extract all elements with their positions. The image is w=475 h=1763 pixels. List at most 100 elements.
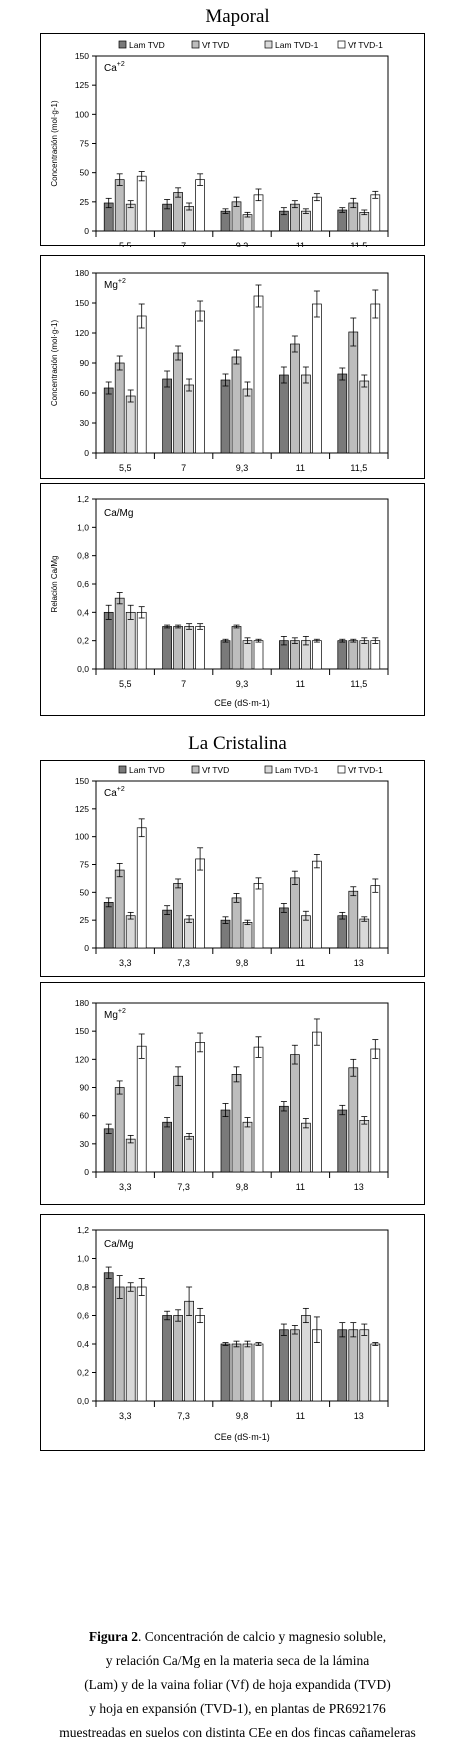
- x-tick-label: 7,3: [177, 1182, 190, 1192]
- legend-label: Vf TVD: [202, 40, 229, 50]
- bar-lam-tvd: [103, 611, 114, 670]
- y-tick-label: 0: [84, 1167, 89, 1177]
- y-tick-label: 25: [80, 915, 90, 925]
- bar-lam-tvd-1: [301, 1315, 311, 1402]
- bar-vf-tvd: [173, 626, 183, 670]
- y-tick-label: 60: [80, 388, 90, 398]
- bar-lam-tvd: [103, 1128, 114, 1173]
- legend-swatch: [264, 40, 273, 49]
- y-tick-label: 150: [75, 51, 89, 61]
- x-axis-label: CEe (dS·m-1): [214, 1432, 270, 1442]
- x-tick-label: 9,3: [236, 463, 249, 473]
- y-tick-label: 0,8: [77, 551, 89, 561]
- y-tick-label: 75: [80, 860, 90, 870]
- bar-lam-tvd: [279, 1105, 289, 1173]
- x-tick-label: 11: [296, 1411, 305, 1421]
- bar-lam-tvd-1: [184, 918, 194, 949]
- chart-panel-cristalina-ca: 0 25 50 75 100 125 150 3,3 7,3 9,8 11 13 Ca+2 Lam TVD…: [40, 760, 425, 977]
- y-axis-label: Relación Ca/Mg: [50, 556, 59, 613]
- bar-lam-tvd-1: [125, 1138, 136, 1173]
- bar-vf-tvd: [114, 1286, 125, 1402]
- bar-lam-tvd-1: [359, 640, 370, 670]
- x-tick-label: 11,5: [350, 679, 367, 689]
- chart-svg: 0,0 0,2 0,4 0,6 0,8 1,0 1,2 3,3 7,3 9,8 11 13 Ca/Mg C…: [77, 1225, 389, 1442]
- chart-svg: 0 25 50 75 100 125 150 5,5 7 9,3 11 11,5 Ca+2 Concent…: [50, 40, 389, 247]
- y-tick-label: 100: [75, 832, 89, 842]
- bar-lam-tvd: [337, 915, 348, 949]
- bar-vf-tvd: [114, 597, 125, 670]
- y-tick-label: 150: [75, 776, 89, 786]
- bar-vf-tvd-1: [370, 1048, 381, 1173]
- y-tick-label: 120: [75, 1054, 89, 1064]
- bar-lam-tvd-1: [184, 626, 194, 670]
- bar-vf-tvd: [290, 343, 300, 454]
- bar-lam-tvd-1: [359, 211, 370, 232]
- y-tick-label: 0,0: [77, 664, 89, 674]
- bar-lam-tvd-1: [184, 384, 194, 454]
- y-tick-label: 90: [80, 1083, 90, 1093]
- legend-label: Vf TVD-1: [348, 765, 383, 775]
- chart-panel-cristalina-camg: 0,0 0,2 0,4 0,6 0,8 1,0 1,2 3,3 7,3 9,8 11 13 Ca/Mg C…: [40, 1214, 425, 1451]
- bar-vf-tvd: [348, 331, 359, 454]
- bar-vf-tvd-1: [136, 315, 147, 454]
- x-tick-label: 9,8: [236, 1182, 249, 1192]
- chart-panel-maporal-ca: 0 25 50 75 100 125 150 5,5 7 9,3 11 11,5 Ca+2 Concent…: [40, 33, 425, 247]
- x-tick-label: 3,3: [119, 1411, 132, 1421]
- bar-vf-tvd-1: [195, 1315, 205, 1402]
- x-tick-label: 3,3: [119, 958, 132, 968]
- bar-vf-tvd: [348, 1329, 359, 1402]
- x-axis-label: CEe (dS·m-1): [214, 698, 270, 708]
- y-tick-label: 30: [80, 418, 90, 428]
- y-tick-label: 1,2: [77, 494, 89, 504]
- bar-lam-tvd-1: [301, 374, 311, 454]
- bar-vf-tvd: [173, 883, 183, 949]
- bar-lam-tvd: [162, 626, 172, 670]
- bar-vf-tvd-1: [195, 626, 205, 670]
- legend-label: Vf TVD: [202, 765, 229, 775]
- bar-vf-tvd-1: [253, 1046, 264, 1173]
- bar-lam-tvd: [220, 1109, 231, 1173]
- bar-lam-tvd: [220, 210, 231, 232]
- x-tick-label: 13: [354, 1411, 364, 1421]
- x-tick-label: 9,3: [236, 241, 249, 247]
- bar-lam-tvd-1: [184, 1300, 194, 1402]
- legend-swatch: [337, 765, 346, 774]
- bar-vf-tvd: [231, 356, 242, 454]
- x-tick-label: 11: [296, 463, 305, 473]
- bar-lam-tvd: [337, 640, 348, 670]
- chart-svg: 0 25 50 75 100 125 150 3,3 7,3 9,8 11 13 Ca+2 Lam TVD…: [75, 765, 389, 968]
- bar-lam-tvd-1: [125, 203, 136, 232]
- y-tick-label: 0,6: [77, 1311, 89, 1321]
- bar-lam-tvd: [162, 1315, 172, 1402]
- bar-vf-tvd: [290, 640, 300, 670]
- y-tick-label: 1,0: [77, 522, 89, 532]
- panel-label: Ca/Mg: [104, 508, 133, 519]
- bar-vf-tvd: [114, 179, 125, 232]
- bar-lam-tvd: [220, 379, 231, 454]
- bar-vf-tvd: [231, 626, 242, 670]
- bar-vf-tvd-1: [312, 860, 322, 949]
- bar-lam-tvd: [103, 902, 114, 949]
- panel-label: Ca+2: [104, 786, 125, 799]
- x-tick-label: 11: [296, 958, 305, 968]
- bar-lam-tvd: [337, 1109, 348, 1173]
- y-tick-label: 50: [80, 887, 90, 897]
- bar-vf-tvd: [231, 1343, 242, 1402]
- y-tick-label: 1,0: [77, 1254, 89, 1264]
- bar-lam-tvd-1: [125, 611, 136, 670]
- x-tick-label: 13: [354, 1182, 364, 1192]
- y-axis-label: Concentración (mol·g-1): [50, 100, 59, 187]
- x-tick-label: 7,3: [177, 958, 190, 968]
- bar-lam-tvd: [220, 919, 231, 949]
- bar-lam-tvd-1: [125, 915, 136, 949]
- x-tick-label: 7: [181, 463, 186, 473]
- chart-panel-maporal-mg: 0 30 60 90 120 150 180 5,5 7 9,3 11 11,5 Mg+2 Concent…: [40, 255, 425, 479]
- y-tick-label: 0: [84, 448, 89, 458]
- x-tick-label: 3,3: [119, 1182, 132, 1192]
- bar-vf-tvd-1: [253, 1343, 264, 1402]
- x-tick-label: 11,5: [350, 463, 367, 473]
- chart-panel-maporal-camg: 0,0 0,2 0,4 0,6 0,8 1,0 1,2 5,5 7 9,3 11 11,5 Ca/Mg R…: [40, 483, 425, 716]
- legend-label: Lam TVD: [129, 40, 165, 50]
- bar-vf-tvd: [231, 1074, 242, 1173]
- bar-lam-tvd: [220, 640, 231, 670]
